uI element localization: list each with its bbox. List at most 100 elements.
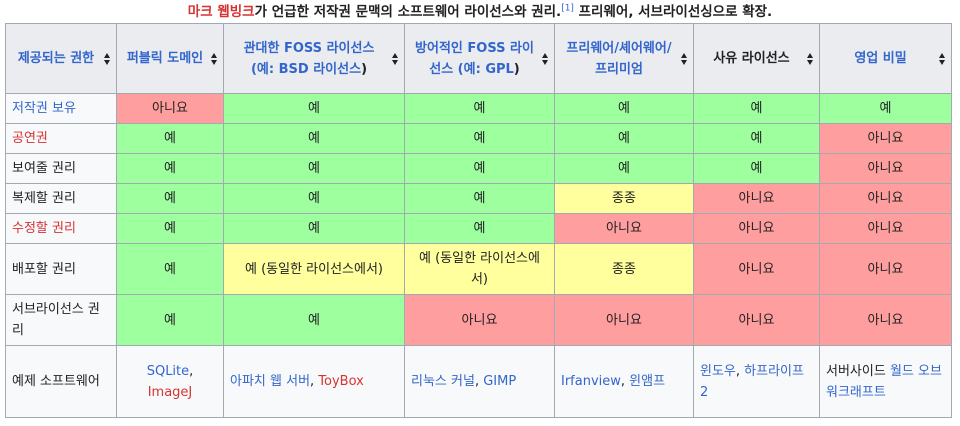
status-cell-no: 아니요 bbox=[404, 294, 555, 346]
example-software-cell: Irfanview, 윈앰프 bbox=[554, 345, 694, 418]
caption-suffix: 프리웨어, 서브라이선싱으로 확장. bbox=[573, 4, 773, 20]
software-link[interactable]: ToyBox bbox=[318, 374, 364, 389]
status-cell-yes: 예 bbox=[404, 213, 555, 244]
header-rights[interactable]: 제공되는 권한 bbox=[5, 23, 117, 94]
row-header-cell: 보여줄 권리 bbox=[5, 153, 117, 184]
status-cell-no: 아니요 bbox=[693, 243, 820, 295]
table-row: 보여줄 권리 예 예 예 예 예 아니요 bbox=[5, 153, 952, 184]
status-cell-no: 아니요 bbox=[554, 213, 694, 244]
software-link[interactable]: 하프라이프 2 bbox=[700, 363, 804, 400]
software-link[interactable]: Irfanview bbox=[561, 374, 621, 389]
status-cell-no: 아니요 bbox=[819, 213, 952, 244]
table-row: 배포할 권리 예 예 (동일한 라이선스에서) 예 (동일한 라이선스에서) 종종 아니요… bbox=[5, 243, 952, 295]
example-software-cell: SQLite, ImageJ bbox=[116, 345, 224, 418]
example-software-cell: 리눅스 커널, GIMP bbox=[404, 345, 555, 418]
status-cell-no: 아니요 bbox=[819, 243, 952, 295]
header-public-domain[interactable]: 퍼블릭 도메인 bbox=[116, 23, 224, 94]
example-software-cell: 윈도우, 하프라이프 2 bbox=[693, 345, 820, 418]
status-cell-yes: 예 bbox=[116, 243, 224, 295]
header-gpl-link[interactable]: GPL bbox=[485, 61, 514, 77]
sort-icon[interactable] bbox=[542, 52, 549, 65]
separator-text: , bbox=[189, 363, 194, 379]
sort-icon[interactable] bbox=[104, 52, 111, 65]
sort-icon[interactable] bbox=[392, 52, 399, 65]
example-software-row: 예제 소프트웨어 SQLite, ImageJ 아파치 웹 서버, ToyBox 리눅… bbox=[5, 345, 952, 418]
example-software-cell: 서버사이드 월드 오브 워크래프트 bbox=[819, 345, 952, 418]
status-cell-partial: 종종 bbox=[554, 243, 694, 295]
row-header-label: 예제 소프트웨어 bbox=[12, 374, 100, 389]
header-freeware-label[interactable]: 프리웨어/셰어웨어/프리미엄 bbox=[566, 40, 672, 77]
separator-text: , bbox=[474, 374, 484, 389]
header-row: 제공되는 권한 퍼블릭 도메인 관대한 FOSS 라이선스 (예: BSD 라이… bbox=[5, 23, 952, 94]
row-header-label[interactable]: 공연권 bbox=[12, 131, 48, 146]
row-header-label[interactable]: 저작권 보유 bbox=[12, 101, 76, 116]
header-paren: ) bbox=[361, 61, 368, 77]
software-link[interactable]: GIMP bbox=[483, 374, 517, 389]
status-cell-yes: 예 bbox=[116, 213, 224, 244]
status-cell-no: 아니요 bbox=[819, 153, 952, 184]
software-link[interactable]: SQLite bbox=[146, 363, 190, 379]
header-copyleft-foss[interactable]: 방어적인 FOSS 라이선스 (예: GPL) bbox=[404, 23, 555, 94]
sort-icon[interactable] bbox=[807, 52, 814, 65]
sort-icon[interactable] bbox=[211, 52, 218, 65]
separator-text: , bbox=[310, 374, 319, 389]
header-proprietary[interactable]: 사유 라이선스 bbox=[693, 23, 820, 94]
status-cell-no: 아니요 bbox=[819, 183, 952, 214]
separator-text: 서버사이드 bbox=[826, 363, 890, 379]
status-cell-yes: 예 bbox=[404, 123, 555, 154]
software-link[interactable]: 윈앰프 bbox=[629, 374, 666, 389]
separator-text: , bbox=[735, 363, 745, 379]
header-freeware[interactable]: 프리웨어/셰어웨어/프리미엄 bbox=[554, 23, 694, 94]
status-cell-yes: 예 bbox=[554, 93, 694, 124]
status-cell-no: 아니요 bbox=[116, 93, 224, 124]
status-cell-yes: 예 bbox=[693, 93, 820, 124]
header-bsd-link[interactable]: BSD 라이선스 bbox=[278, 61, 362, 77]
status-cell-yes: 예 bbox=[116, 123, 224, 154]
status-cell-yes: 예 bbox=[116, 153, 224, 184]
header-copyleft-foss-label[interactable]: 방어적인 FOSS 라이선스 (예: bbox=[415, 40, 534, 77]
table-row: 복제할 권리 예 예 예 종종 아니요 아니요 bbox=[5, 183, 952, 214]
status-cell-partial: 종종 bbox=[554, 183, 694, 214]
status-cell-yes: 예 bbox=[223, 153, 405, 184]
caption-author-link[interactable]: 마크 웹빙크 bbox=[187, 4, 255, 20]
status-cell-no: 아니요 bbox=[693, 183, 820, 214]
software-link[interactable]: 아파치 웹 서버 bbox=[230, 374, 311, 389]
status-cell-partial: 예 (동일한 라이선스에서) bbox=[404, 243, 555, 295]
row-header-label: 보여줄 권리 bbox=[12, 161, 76, 176]
caption-reference[interactable]: [1] bbox=[561, 3, 574, 14]
header-trade-secret-label[interactable]: 영업 비밀 bbox=[854, 51, 907, 66]
sort-icon[interactable] bbox=[681, 52, 688, 65]
row-header-cell: 수정할 권리 bbox=[5, 213, 117, 244]
row-header-cell: 공연권 bbox=[5, 123, 117, 154]
header-proprietary-label: 사유 라이선스 bbox=[713, 51, 790, 66]
row-header-label[interactable]: 수정할 권리 bbox=[12, 221, 76, 236]
sort-icon[interactable] bbox=[939, 52, 946, 65]
status-cell-yes: 예 bbox=[554, 153, 694, 184]
table-row: 수정할 권리 예 예 예 아니요 아니요 아니요 bbox=[5, 213, 952, 244]
table-caption: 마크 웹빙크가 언급한 저작권 문맥의 소프트웨어 라이선스와 권리.[1] 프… bbox=[0, 1, 960, 23]
header-permissive-foss-label[interactable]: 관대한 FOSS 라이선스 (예: bbox=[243, 40, 375, 77]
status-cell-yes: 예 bbox=[223, 123, 405, 154]
header-rights-label: 제공되는 권한 bbox=[17, 51, 95, 66]
status-cell-yes: 예 bbox=[693, 153, 820, 184]
status-cell-no: 아니요 bbox=[554, 294, 694, 346]
status-cell-no: 아니요 bbox=[819, 294, 952, 346]
table-row: 서브라이선스 권리 예 예 아니요 아니요 아니요 아니요 bbox=[5, 294, 952, 346]
status-cell-yes: 예 bbox=[819, 93, 952, 124]
status-cell-yes: 예 bbox=[223, 294, 405, 346]
status-cell-yes: 예 bbox=[404, 153, 555, 184]
table-row: 저작권 보유 아니요 예 예 예 예 예 bbox=[5, 93, 952, 124]
header-permissive-foss[interactable]: 관대한 FOSS 라이선스 (예: BSD 라이선스) bbox=[223, 23, 405, 94]
software-link[interactable]: 월드 오브 워크래프트 bbox=[826, 363, 942, 400]
header-trade-secret[interactable]: 영업 비밀 bbox=[819, 23, 952, 94]
software-link[interactable]: ImageJ bbox=[147, 384, 193, 400]
software-link[interactable]: 윈도우 bbox=[700, 363, 736, 379]
status-cell-yes: 예 bbox=[223, 93, 405, 124]
separator-text: , bbox=[620, 374, 630, 389]
software-link[interactable]: 리눅스 커널 bbox=[411, 374, 475, 389]
status-cell-no: 아니요 bbox=[693, 294, 820, 346]
row-header-label: 서브라이선스 권리 bbox=[12, 302, 100, 338]
status-cell-partial: 예 (동일한 라이선스에서) bbox=[223, 243, 405, 295]
row-header-label: 복제할 권리 bbox=[12, 191, 76, 206]
header-public-domain-label: 퍼블릭 도메인 bbox=[126, 51, 204, 66]
